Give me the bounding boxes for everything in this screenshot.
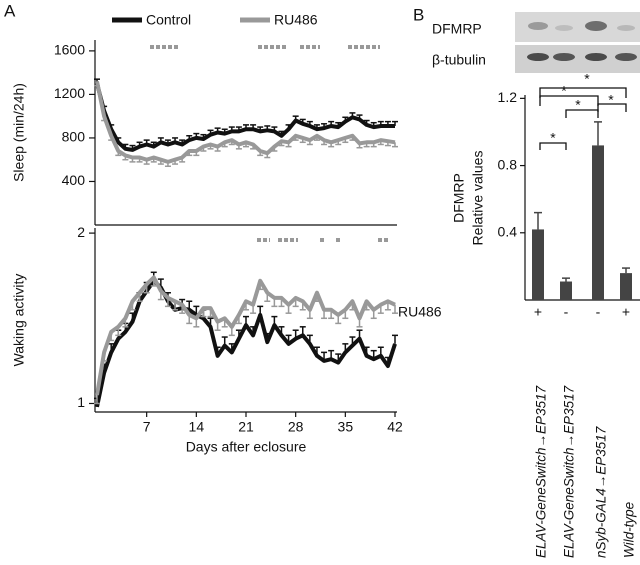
x-tick-label: ELAV-GeneSwitch→EP3517	[562, 385, 577, 558]
y-tick-label: 1	[77, 394, 85, 410]
y-axis-label: Relative values	[470, 151, 486, 246]
row-value: -	[564, 304, 569, 320]
sig-star: *	[584, 71, 590, 87]
blot-band	[555, 25, 573, 31]
bracket	[597, 103, 627, 112]
panel-label: A	[4, 1, 16, 20]
bar	[560, 281, 572, 300]
x-tick-label: 7	[143, 419, 151, 435]
row-label: RU486	[398, 304, 442, 320]
blot-band	[527, 53, 549, 61]
sig-star: *	[550, 130, 556, 146]
blot-band	[585, 21, 607, 31]
y-axis-label: Waking activity	[11, 274, 27, 367]
panel-label: B	[413, 5, 424, 24]
series-line	[95, 81, 396, 164]
y-tick-label: 0.8	[498, 156, 518, 172]
x-tick-label: Wild-type	[622, 502, 637, 558]
x-tick-label: nSyb-GAL4→EP3517	[594, 426, 609, 558]
x-tick-label: 35	[338, 419, 354, 435]
sig-star: *	[561, 83, 567, 99]
series-line	[95, 82, 395, 152]
blot-label: β-tubulin	[432, 52, 486, 68]
bracket	[539, 87, 627, 98]
legend-label: Control	[146, 12, 191, 28]
y-axis-label: DFMRP	[451, 173, 467, 223]
blot-band	[617, 25, 635, 31]
blot-label: DFMRP	[432, 21, 482, 37]
y-tick-label: 800	[62, 129, 86, 145]
series-line	[95, 275, 396, 396]
bracket	[565, 109, 599, 118]
y-axis-label: Sleep (min/24h)	[11, 83, 27, 182]
y-tick-label: 1.2	[498, 89, 518, 105]
bracket	[539, 142, 567, 150]
blot-band	[553, 53, 575, 61]
x-tick-label: ELAV-GeneSwitch→EP3517	[534, 385, 549, 558]
x-tick-label: 42	[387, 419, 403, 435]
bar	[620, 273, 632, 300]
y-tick-label: 1600	[54, 42, 85, 58]
brackets	[539, 87, 627, 150]
bar	[592, 145, 604, 300]
row-value: +	[534, 304, 542, 320]
y-tick-label: 400	[62, 172, 86, 188]
x-tick-label: 28	[288, 419, 304, 435]
blot	[515, 12, 640, 73]
sig-star: *	[608, 92, 614, 108]
blot-band	[585, 53, 607, 61]
sig-star: *	[575, 97, 581, 113]
blot-band	[615, 53, 637, 61]
row-value: +	[622, 304, 630, 320]
blot-band	[528, 22, 548, 30]
x-axis-label: Days after eclosure	[186, 439, 307, 455]
legend-label: RU486	[274, 12, 318, 28]
bracket	[539, 95, 599, 106]
y-tick-label: 0.4	[498, 223, 518, 239]
x-tick-label: 14	[189, 419, 205, 435]
row-value: -	[596, 304, 601, 320]
x-tick-label: 21	[238, 419, 254, 435]
y-tick-label: 1200	[54, 85, 85, 101]
y-tick-label: 2	[77, 224, 85, 240]
bar	[532, 229, 544, 300]
